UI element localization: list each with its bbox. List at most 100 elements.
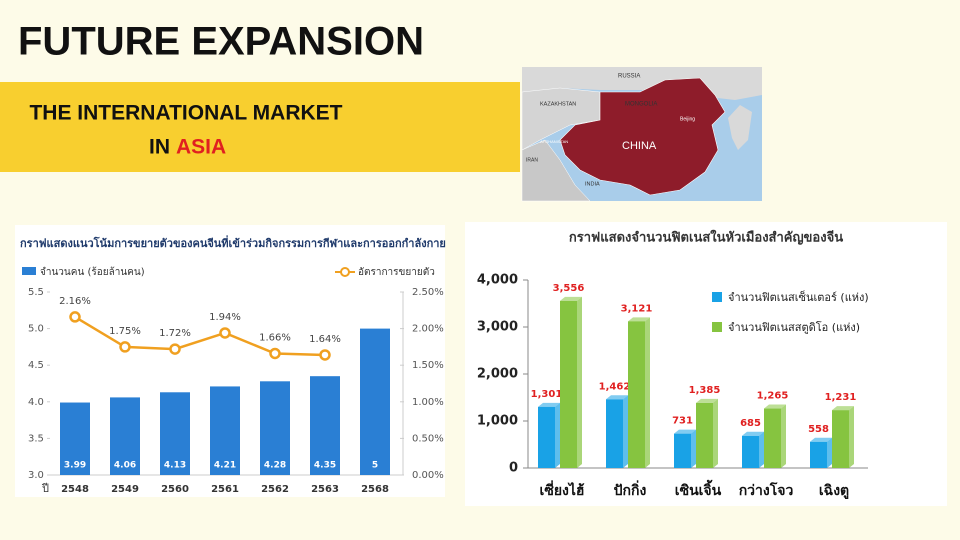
- y-tick-label: 5.0: [28, 324, 44, 335]
- bar: [560, 300, 577, 468]
- bar-value-label: 685: [740, 418, 761, 429]
- bar-value-label: 5: [372, 461, 378, 471]
- line-point: [269, 347, 281, 360]
- y-tick-label: 1,000: [477, 414, 518, 429]
- bar-value-label: 4.35: [314, 461, 336, 471]
- bar: [260, 381, 290, 475]
- legend-label: จำนวนฟิตเนสเซ็นเตอร์ (แห่ง): [728, 290, 869, 304]
- chart-title: กราฟแสดงจำนวนฟิตเนสในหัวเมืองสำคัญของจีน: [569, 229, 843, 246]
- bar-side: [713, 398, 718, 468]
- subtitle: IN: [149, 136, 170, 159]
- y-tick-label: 4.5: [28, 360, 44, 371]
- x-tick-label: เซี่ยงไฮ้: [540, 480, 585, 499]
- map-land: [521, 87, 601, 151]
- bar: [810, 441, 827, 468]
- map-label: KAZAKHSTAN: [540, 101, 576, 107]
- bar-top: [628, 317, 650, 322]
- bar-value-label: 3,556: [553, 283, 585, 294]
- bar-top: [606, 395, 628, 400]
- line-value-label: 1.64%: [309, 334, 341, 345]
- bar-top: [696, 398, 718, 403]
- y-tick-label: 0: [509, 461, 518, 476]
- bar-side: [645, 317, 650, 468]
- bar: [310, 376, 340, 475]
- bar: [110, 397, 140, 475]
- bar-top: [674, 429, 696, 434]
- y2-tick-label: 0.50%: [412, 433, 444, 444]
- bar-value-label: 1,462: [599, 381, 631, 392]
- bar: [606, 399, 623, 468]
- bar-side: [623, 395, 628, 468]
- y-tick-label: 2,000: [477, 367, 518, 382]
- bar: [210, 386, 240, 475]
- bar-value-label: 558: [808, 424, 829, 435]
- bar: [538, 406, 555, 468]
- legend-swatch: [712, 292, 722, 302]
- bar-top: [560, 296, 582, 301]
- y-tick-label: 5.5: [28, 287, 44, 298]
- line-value-label: 1.72%: [159, 328, 191, 339]
- map-land: [728, 105, 752, 150]
- chart-title: กราฟแสดงแนวโน้มการขยายตัวของคนจีนที่เข้า…: [20, 235, 446, 250]
- y2-tick-label: 1.00%: [412, 397, 444, 408]
- subtitle-highlight: ASIA: [176, 136, 226, 159]
- x-tick-label: เฉิงตู: [819, 483, 849, 499]
- bar-top: [810, 437, 832, 442]
- x-tick-label: 2562: [261, 484, 289, 495]
- x-tick-label: 2563: [311, 484, 339, 495]
- bar-top: [742, 431, 764, 436]
- map-label: RUSSIA: [618, 74, 640, 80]
- map-land: [521, 139, 591, 202]
- line-value-label: 1.94%: [209, 312, 241, 323]
- line-value-label: 2.16%: [59, 296, 91, 307]
- y2-tick-label: 2.00%: [412, 324, 444, 335]
- line-value-label: 1.75%: [109, 326, 141, 337]
- line-point: [219, 327, 231, 339]
- bar-value-label: 1,265: [757, 391, 789, 402]
- bar-value-label: 4.13: [164, 461, 186, 471]
- y-tick-label: 3.5: [28, 433, 44, 444]
- x-tick-label: 2560: [161, 484, 189, 495]
- slide-title: FUTURE EXPANSION: [18, 20, 424, 64]
- x-axis-label: ปี: [41, 482, 49, 495]
- x-tick-label: กว่างโจว: [739, 481, 794, 499]
- legend-label: อัตราการขยายตัว: [358, 267, 435, 278]
- legend-swatch: [22, 267, 36, 275]
- line-value-label: 1.66%: [259, 332, 291, 343]
- map-label: Beijing: [680, 116, 695, 122]
- x-tick-label: เซินเจิ้น: [675, 479, 722, 499]
- y2-tick-label: 2.50%: [412, 287, 444, 298]
- bar-side: [759, 431, 764, 468]
- bar-side: [577, 296, 582, 468]
- y2-tick-label: 0.00%: [412, 470, 444, 481]
- bar-value-label: 1,301: [531, 389, 563, 400]
- bar-value-label: 4.28: [264, 461, 286, 471]
- bar-value-label: 4.06: [114, 461, 136, 471]
- map-label: AFGHANISTAN: [540, 139, 568, 144]
- bar-value-label: 731: [672, 416, 693, 427]
- bar-side: [555, 402, 560, 468]
- bar-value-label: 3.99: [64, 461, 86, 471]
- bar-side: [849, 406, 854, 468]
- x-tick-label: 2568: [361, 484, 389, 495]
- line-point: [319, 349, 331, 361]
- x-tick-label: 2548: [61, 484, 89, 495]
- bar-top: [764, 404, 786, 409]
- bar: [832, 410, 849, 468]
- bar: [628, 321, 645, 468]
- line: [74, 315, 326, 357]
- bar: [160, 392, 190, 475]
- map-label: MONGOLIA: [625, 102, 657, 108]
- line-point: [119, 341, 131, 353]
- bar-value-label: 1,231: [825, 392, 857, 403]
- bar-value-label: 1,385: [689, 385, 721, 396]
- legend-label: จำนวนฟิตเนสสตูดิโอ (แห่ง): [728, 320, 860, 334]
- map-label: CHINA: [622, 140, 657, 152]
- bar-top: [538, 402, 560, 407]
- x-tick-label: ปักกิ่ง: [614, 480, 647, 499]
- y-tick-label: 3.0: [28, 470, 44, 481]
- bar: [742, 435, 759, 468]
- banner: [0, 82, 520, 172]
- line-point: [169, 343, 181, 355]
- bar-value-label: 4.21: [214, 461, 236, 471]
